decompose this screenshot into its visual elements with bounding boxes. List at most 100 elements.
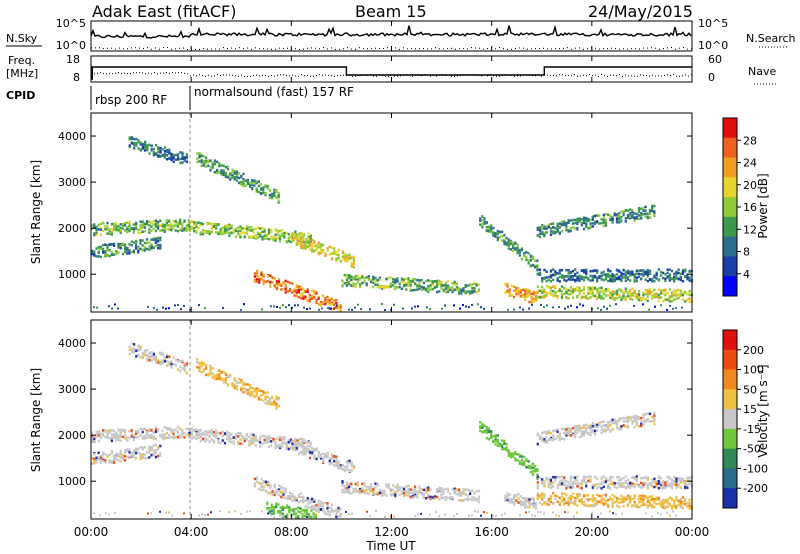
echo-cell <box>506 282 509 286</box>
echo-cell <box>545 441 548 444</box>
echo-cell <box>224 376 227 380</box>
echo-cell <box>576 286 579 289</box>
echo-cell <box>137 435 140 439</box>
echo-cell <box>576 271 579 274</box>
echo-cell <box>197 432 200 435</box>
echo-cell <box>350 469 353 472</box>
echo-cell <box>148 436 151 439</box>
echo-cell <box>593 423 597 426</box>
echo-cell <box>185 433 188 437</box>
echo-cell <box>287 236 290 240</box>
echo-cell <box>130 435 133 438</box>
echo-cell <box>117 434 120 437</box>
echo-cell <box>293 294 296 297</box>
echo-cell <box>516 453 519 456</box>
echo-cell <box>363 280 366 283</box>
echo-cell <box>168 157 171 160</box>
echo-cell <box>226 225 229 228</box>
echo-cell <box>578 429 581 432</box>
echo-cell <box>541 285 544 289</box>
echo-cell <box>322 509 325 513</box>
nave-point <box>388 75 389 77</box>
echo-cell <box>275 407 278 410</box>
echo-cell <box>234 229 238 232</box>
nave-point <box>226 74 227 76</box>
echo-cell <box>267 440 271 444</box>
echo-cell <box>631 211 634 214</box>
echo-cell <box>291 238 294 241</box>
echo-cell <box>591 429 594 432</box>
echo-cell <box>183 228 186 232</box>
echo-cell <box>604 278 608 281</box>
echo-cell <box>565 430 568 433</box>
echo-cell <box>115 435 118 439</box>
echo-cell <box>565 428 568 431</box>
echo-cell <box>165 221 168 225</box>
echo-cell <box>97 255 100 258</box>
echo-cell <box>113 253 116 256</box>
nsearch-point <box>355 48 356 50</box>
echo-cell <box>514 241 517 245</box>
echo-cell <box>565 275 568 278</box>
echo-cell <box>440 488 443 491</box>
echo-cell <box>567 219 570 222</box>
echo-cell <box>460 499 463 502</box>
echo-cell <box>352 265 356 269</box>
echo-cell <box>128 243 131 246</box>
echo-cell <box>602 270 605 274</box>
echo-cell <box>166 150 169 153</box>
echo-cell <box>479 429 482 433</box>
echo-cell <box>481 218 484 222</box>
echo-cell <box>466 290 469 293</box>
echo-cell <box>183 219 186 223</box>
echo-cell <box>108 429 111 432</box>
echo-cell <box>615 221 619 224</box>
freq-trace <box>91 66 692 80</box>
nsearch-point <box>235 48 236 50</box>
echo-cell <box>253 484 256 487</box>
echo-cell <box>535 297 538 300</box>
echo-cell <box>462 499 465 502</box>
echo-cell <box>529 466 532 470</box>
nsearch-point <box>635 48 636 50</box>
echo-cell <box>221 430 224 434</box>
echo-cell <box>604 288 608 291</box>
echo-cell <box>541 223 544 227</box>
echo-cell <box>337 307 340 311</box>
echo-cell <box>653 288 656 292</box>
echo-cell <box>128 229 131 233</box>
echo-cell <box>304 499 307 502</box>
echo-cell <box>392 488 395 492</box>
echo-cell <box>148 245 151 248</box>
echo-cell <box>302 451 305 455</box>
echo-cell <box>427 285 430 288</box>
echo-cell <box>152 431 155 434</box>
echo-cell <box>317 452 320 455</box>
echo-cell <box>481 423 484 426</box>
echo-cell <box>335 464 338 467</box>
nave-point <box>544 74 545 76</box>
echo-cell <box>99 227 102 230</box>
echo-cell <box>318 308 320 311</box>
echo-cell <box>485 429 488 432</box>
echo-cell <box>350 265 353 268</box>
echo-cell <box>185 427 188 431</box>
echo-cell <box>494 233 497 236</box>
echo-cell <box>635 212 638 216</box>
echo-cell <box>560 222 564 226</box>
echo-cell <box>326 512 329 516</box>
echo-cell <box>267 279 270 283</box>
echo-cell <box>378 490 381 493</box>
echo-cell <box>635 272 638 275</box>
echo-cell <box>135 221 138 225</box>
echo-cell <box>517 492 520 496</box>
echo-cell <box>223 232 227 235</box>
echo-cell <box>200 370 203 374</box>
echo-cell <box>317 303 320 306</box>
echo-cell <box>260 273 263 276</box>
echo-cell <box>141 226 144 229</box>
echo-cell <box>365 282 368 285</box>
echo-cell <box>374 276 377 280</box>
echo-cell <box>300 496 303 499</box>
echo-cell <box>633 294 636 297</box>
